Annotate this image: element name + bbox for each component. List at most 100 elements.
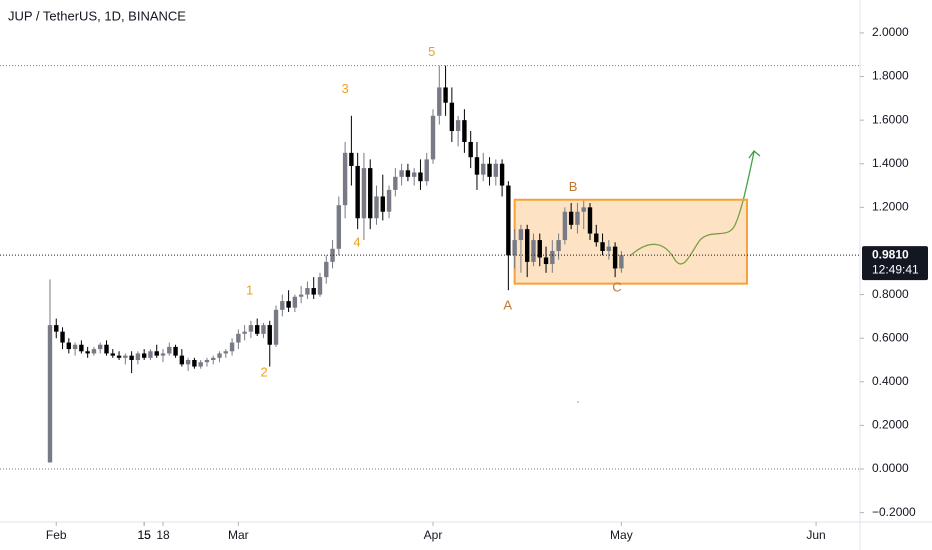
candle-body <box>248 325 254 332</box>
candle-body <box>60 331 65 343</box>
candle-body <box>104 344 109 354</box>
candle-body <box>204 359 210 363</box>
candle-body <box>324 261 329 278</box>
candle-body <box>399 170 404 177</box>
y-tick-label: 1.6000 <box>872 112 909 126</box>
candle-body <box>411 172 417 177</box>
candle-body <box>368 168 373 219</box>
candle-body <box>254 325 260 334</box>
candle-body <box>135 353 141 360</box>
candle-body <box>493 163 499 177</box>
y-tick-label: −0.2000 <box>872 505 916 519</box>
x-tick-label: 18 <box>156 528 170 542</box>
candle-body <box>525 229 530 262</box>
candle-body <box>587 207 593 234</box>
candle-body <box>198 362 203 367</box>
candle-body <box>229 342 235 352</box>
candle-body <box>606 246 612 251</box>
projection-arrow <box>748 150 761 159</box>
projection-curve <box>629 151 755 265</box>
wave-label: 2 <box>260 365 267 380</box>
candle-body <box>123 355 128 358</box>
y-tick-label: 1.4000 <box>872 156 909 170</box>
candle-body <box>217 353 222 358</box>
candle-body <box>267 325 272 345</box>
candle-body <box>600 242 605 251</box>
candle-body <box>612 246 618 269</box>
x-tick-label: 15 <box>137 528 151 542</box>
candle-body <box>47 325 53 463</box>
wave-label: B <box>569 179 578 194</box>
candle-body <box>116 355 122 358</box>
stray-dot <box>577 401 579 403</box>
candle-body <box>342 152 348 206</box>
candle-body <box>273 309 279 345</box>
candle-body <box>91 349 97 354</box>
candle-body <box>236 333 241 343</box>
candle-body <box>349 152 354 166</box>
candle-body <box>110 353 115 356</box>
chart-title: JUP / TetherUS, 1D, BINANCE <box>8 8 186 23</box>
zone-box <box>513 198 748 285</box>
candle-body <box>292 296 298 308</box>
candle-body <box>455 120 461 132</box>
candle-body <box>223 351 229 354</box>
x-tick-label: Jun <box>806 528 825 542</box>
candle-body <box>173 346 178 356</box>
y-tick-label: 0.4000 <box>872 374 909 388</box>
wave-label: C <box>612 279 621 294</box>
candle-body <box>54 325 59 332</box>
candle-body <box>437 87 442 116</box>
candle-body <box>129 355 134 360</box>
candle-body <box>141 353 147 358</box>
candle-body <box>167 346 172 354</box>
y-tick-label: 0.2000 <box>872 418 909 432</box>
candle-body <box>179 355 185 365</box>
candle-body <box>211 357 216 360</box>
candle-body <box>568 211 574 225</box>
y-tick-label: 0.0000 <box>872 461 909 475</box>
candle-body <box>380 196 385 212</box>
candle-body <box>487 163 492 177</box>
candle-body <box>581 207 586 212</box>
candle-body <box>393 176 398 190</box>
candle-body <box>443 87 448 103</box>
candle-body <box>474 157 480 175</box>
candle-body <box>330 248 335 262</box>
candle-body <box>361 168 367 219</box>
countdown-label: 12:49:41 <box>872 262 919 276</box>
candle-body <box>154 351 159 356</box>
wave-label: 1 <box>246 283 253 298</box>
candle-body <box>386 189 392 212</box>
y-tick-label: 1.8000 <box>872 69 909 83</box>
candle-body <box>66 342 72 350</box>
candle-body <box>531 240 536 262</box>
candle-body <box>575 211 580 225</box>
candle-body <box>317 277 323 295</box>
x-tick-label: Mar <box>228 528 249 542</box>
candle-body <box>298 294 304 297</box>
candle-body <box>72 344 78 350</box>
candle-body <box>85 351 90 354</box>
candle-body <box>481 163 486 175</box>
y-tick-label: 2.0000 <box>872 25 909 39</box>
candle-body <box>305 288 310 295</box>
wave-label: A <box>503 297 512 312</box>
x-tick-label: 15 <box>137 528 151 542</box>
candle-body <box>311 288 316 295</box>
candle-body <box>556 240 561 251</box>
x-tick-label: Apr <box>424 528 443 542</box>
candle-body <box>98 344 103 350</box>
candle-body <box>619 255 624 269</box>
candle-body <box>374 196 379 219</box>
candle-body <box>418 172 423 182</box>
candle-body <box>537 240 542 258</box>
y-tick-label: 0.6000 <box>872 330 909 344</box>
wave-label: 4 <box>353 234 360 249</box>
y-tick-label: 0.8000 <box>872 287 909 301</box>
candle-body <box>430 115 436 160</box>
candle-body <box>336 205 342 249</box>
candle-body <box>468 141 473 158</box>
